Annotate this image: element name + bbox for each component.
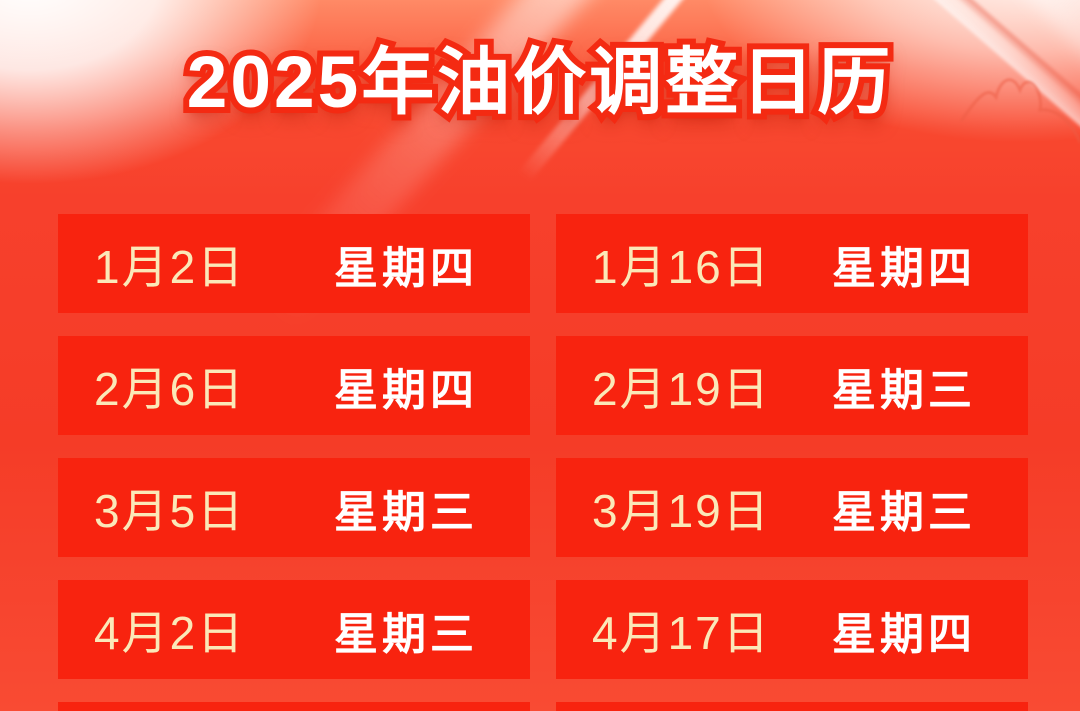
page-title-text: 2025年油价调整日历 bbox=[186, 42, 894, 123]
calendar-card-jan-1: 1月2日 星期四 bbox=[58, 214, 530, 313]
calendar-card-partial-1 bbox=[58, 702, 530, 711]
adjustment-weekday: 星期四 bbox=[334, 365, 478, 415]
adjustment-date: 2月6日 bbox=[94, 362, 246, 415]
calendar-card-jan-2: 1月16日 星期四 bbox=[556, 214, 1028, 313]
adjustment-weekday: 星期四 bbox=[832, 609, 976, 659]
calendar-card-feb-1: 2月6日 星期四 bbox=[58, 336, 530, 435]
adjustment-date: 4月17日 bbox=[592, 606, 771, 659]
page-title: 2025年油价调整日历 2025年油价调整日历 bbox=[0, 36, 1080, 132]
page-title-outline: 2025年油价调整日历 bbox=[181, 36, 896, 129]
adjustment-weekday: 星期三 bbox=[334, 609, 478, 659]
adjustment-date: 1月16日 bbox=[592, 240, 771, 293]
adjustment-weekday: 星期三 bbox=[832, 487, 976, 537]
adjustment-date: 4月2日 bbox=[94, 606, 246, 659]
adjustment-date: 2月19日 bbox=[592, 362, 771, 415]
adjustment-weekday: 星期三 bbox=[334, 487, 478, 537]
adjustment-weekday: 星期四 bbox=[334, 243, 478, 293]
calendar-card-mar-2: 3月19日 星期三 bbox=[556, 458, 1028, 557]
calendar-card-apr-1: 4月2日 星期三 bbox=[58, 580, 530, 679]
adjustment-weekday: 星期三 bbox=[832, 365, 976, 415]
calendar-card-feb-2: 2月19日 星期三 bbox=[556, 336, 1028, 435]
calendar-grid: 1月2日 星期四 1月16日 星期四 2月6日 星期四 2月19日 星期三 3月… bbox=[58, 214, 1028, 711]
adjustment-date: 3月19日 bbox=[592, 484, 771, 537]
adjustment-date: 3月5日 bbox=[94, 484, 246, 537]
adjustment-weekday: 星期四 bbox=[832, 243, 976, 293]
calendar-card-mar-1: 3月5日 星期三 bbox=[58, 458, 530, 557]
adjustment-date: 1月2日 bbox=[94, 240, 246, 293]
calendar-card-partial-2 bbox=[556, 702, 1028, 711]
calendar-card-apr-2: 4月17日 星期四 bbox=[556, 580, 1028, 679]
